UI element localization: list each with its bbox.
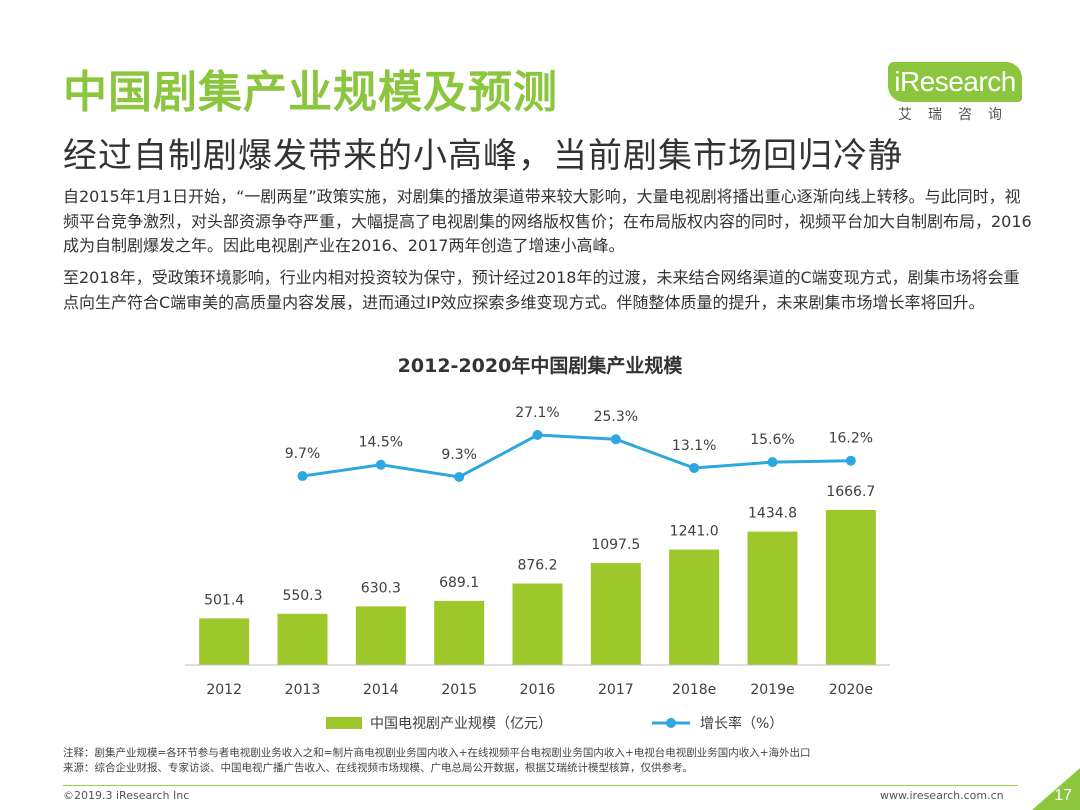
growth-rate-point [610,434,621,445]
x-tick-label: 2014 [363,682,399,698]
growth-rate-point [689,463,700,474]
growth-rate-label: 14.5% [359,435,403,451]
chart-source: 来源：综合企业财报、专家访谈、中国电视广播广告收入、在线视频市场规模、广电总局公… [63,762,693,774]
x-tick-label: 2012 [206,682,242,698]
chart-container: 2012-2020年中国剧集产业规模 501.4 550.3 630.3 689.1 87… [140,345,960,750]
legend-bar-swatch [326,717,362,729]
bar-2016 [512,583,563,665]
intro-paragraph: 自2015年1月1日开始，“一剧两星”政策实施，对剧集的播放渠道带来较大影响，大… [63,187,1032,255]
bar-value-label: 630.3 [361,580,401,596]
x-tick-label: 2017 [598,682,634,698]
bar-value-label: 1666.7 [826,484,875,500]
growth-rate-point [767,457,778,468]
bar-2019e [747,531,798,665]
x-tick-label: 2020e [829,682,873,698]
growth-rate-label: 13.1% [672,438,716,454]
growth-rate-label: 27.1% [515,405,559,421]
bar-value-label: 1434.8 [748,506,797,522]
growth-rate-point [297,471,308,482]
bar-2018e [669,549,720,665]
legend-line-label: 增长率（%） [700,715,783,732]
x-tick-label: 2016 [520,682,556,698]
footer-divider [63,785,1018,786]
bar-2017 [590,562,641,665]
growth-rate-label: 15.6% [750,432,794,448]
logo-tagline: 艾瑞咨询 [898,107,1018,123]
bar-2020e [825,510,876,665]
legend-line-marker [666,718,676,728]
chart-title: 2012-2020年中国剧集产业规模 [398,354,684,377]
bar-value-label: 689.1 [439,575,479,591]
growth-rate-label: 9.3% [441,447,477,463]
outlook-paragraph: 至2018年，受政策环境影响，行业内相对投资较为保守，预计经过2018年的过渡，… [63,268,1020,312]
industry-scale-chart: 2012-2020年中国剧集产业规模 501.4 550.3 630.3 689.1 87… [185,354,890,732]
bar-2014 [355,606,406,665]
growth-rate-label: 9.7% [285,446,321,462]
growth-rate-label: 25.3% [594,409,638,425]
growth-rate-point [454,472,465,482]
page-corner-triangle [1032,768,1080,810]
growth-rate-point [845,455,856,466]
page-number: 17 [1054,787,1072,804]
bar-value-label: 501.4 [204,592,244,608]
logo-wordmark: iResearch [888,62,1022,102]
iresearch-logo: iResearch 艾瑞咨询 [888,62,1038,124]
bar-value-label: 1097.5 [591,537,640,553]
growth-rate-point [375,459,386,470]
growth-rate-line [302,433,851,479]
x-tick-label: 2015 [441,682,477,698]
bar-value-label: 876.2 [517,558,557,574]
bar-2012 [199,618,250,665]
notes-block: 注释：剧集产业规模=各环节参与者电视剧业务收入之和=制片商电视剧业务国内收入+在… [63,746,1043,776]
x-tick-label: 2013 [285,682,321,698]
legend-bar-label: 中国电视剧产业规模（亿元） [370,716,552,732]
page-subtitle: 经过自制剧爆发带来的小高峰，当前剧集市场回归冷静 [63,136,903,176]
page-title: 中国剧集产业规模及预测 [63,67,558,118]
bar-2013 [277,613,328,665]
x-tick-label: 2018e [672,682,716,698]
bar-2015 [434,600,485,665]
growth-rate-point [532,430,543,440]
x-tick-label: 2019e [750,682,794,698]
chart-note: 注释：剧集产业规模=各环节参与者电视剧业务收入之和=制片商电视剧业务国内收入+在… [63,747,811,759]
bar-value-label: 550.3 [282,588,322,604]
growth-rate-label: 16.2% [829,431,873,447]
copyright-text: ©2019.3 iResearch Inc [63,789,190,802]
website-link[interactable]: www.iresearch.com.cn [880,789,1004,802]
bar-value-label: 1241.0 [670,524,719,540]
